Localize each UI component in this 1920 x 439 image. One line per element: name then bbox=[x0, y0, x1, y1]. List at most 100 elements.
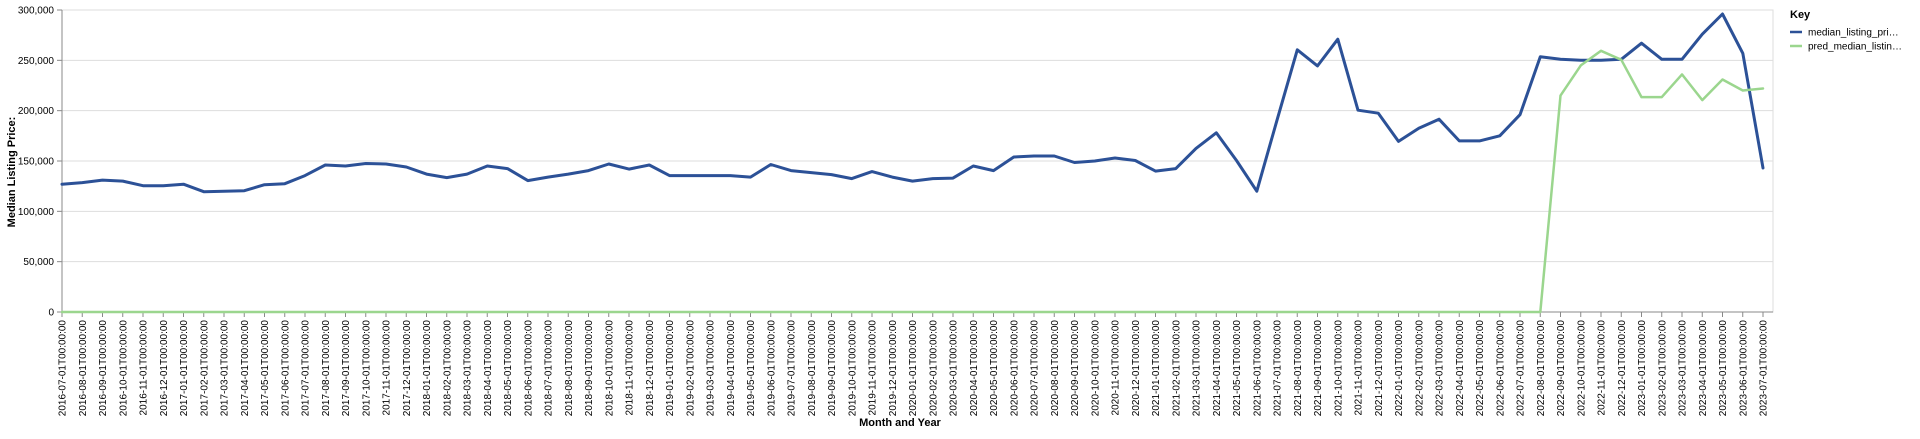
x-tick-label: 2020-02-01T00:00:00 bbox=[928, 320, 939, 417]
x-tick-label: 2018-08-01T00:00:00 bbox=[564, 320, 575, 417]
x-tick-label: 2018-05-01T00:00:00 bbox=[503, 320, 514, 417]
x-tick-label: 2016-07-01T00:00:00 bbox=[58, 320, 69, 417]
x-tick-label: 2020-01-01T00:00:00 bbox=[908, 320, 919, 417]
x-tick-label: 2022-08-01T00:00:00 bbox=[1536, 320, 1547, 417]
x-tick-label: 2018-06-01T00:00:00 bbox=[523, 320, 534, 417]
x-tick-label: 2023-01-01T00:00:00 bbox=[1637, 320, 1648, 417]
x-tick-label: 2023-07-01T00:00:00 bbox=[1759, 320, 1770, 417]
x-tick-label: 2017-10-01T00:00:00 bbox=[361, 320, 372, 417]
x-tick-label: 2022-07-01T00:00:00 bbox=[1516, 320, 1527, 417]
x-tick-label: 2020-03-01T00:00:00 bbox=[949, 320, 960, 417]
x-tick-label: 2020-06-01T00:00:00 bbox=[1009, 320, 1020, 417]
legend-items: median_listing_pri… pred_median_listin… bbox=[1790, 28, 1902, 53]
x-tick-label: 2021-02-01T00:00:00 bbox=[1171, 320, 1182, 417]
x-tick-label: 2022-05-01T00:00:00 bbox=[1475, 320, 1486, 417]
y-axis-title: Median Listing Price: bbox=[6, 117, 18, 228]
x-tick-label: 2018-12-01T00:00:00 bbox=[645, 320, 656, 417]
x-tick-label: 2020-12-01T00:00:00 bbox=[1131, 320, 1142, 417]
x-tick-label: 2020-07-01T00:00:00 bbox=[1030, 320, 1041, 417]
x-tick-label: 2022-01-01T00:00:00 bbox=[1394, 320, 1405, 417]
legend-label: median_listing_pri… bbox=[1808, 28, 1899, 39]
x-tick-label: 2019-09-01T00:00:00 bbox=[827, 320, 838, 417]
legend-title: Key bbox=[1790, 9, 1811, 21]
series-lines bbox=[62, 14, 1763, 312]
x-tick-label: 2017-09-01T00:00:00 bbox=[341, 320, 352, 417]
x-tick-label: 2017-03-01T00:00:00 bbox=[220, 320, 231, 417]
y-tick-label: 250,000 bbox=[18, 56, 55, 67]
x-tick-label: 2019-01-01T00:00:00 bbox=[665, 320, 676, 417]
x-tick-label: 2016-08-01T00:00:00 bbox=[78, 320, 89, 417]
y-tick-label: 150,000 bbox=[18, 157, 55, 168]
x-tick-label: 2019-10-01T00:00:00 bbox=[847, 320, 858, 417]
x-tick-label: 2018-07-01T00:00:00 bbox=[544, 320, 555, 417]
x-tick-label: 2022-12-01T00:00:00 bbox=[1617, 320, 1628, 417]
x-tick-label: 2023-02-01T00:00:00 bbox=[1657, 320, 1668, 417]
x-tick-label: 2021-09-01T00:00:00 bbox=[1313, 320, 1324, 417]
x-tick-label: 2019-06-01T00:00:00 bbox=[766, 320, 777, 417]
x-tick-label: 2017-08-01T00:00:00 bbox=[321, 320, 332, 417]
x-tick-label: 2020-04-01T00:00:00 bbox=[969, 320, 980, 417]
x-tick-label: 2019-02-01T00:00:00 bbox=[685, 320, 696, 417]
x-tick-label: 2017-05-01T00:00:00 bbox=[260, 320, 271, 417]
x-tick-label: 2022-04-01T00:00:00 bbox=[1455, 320, 1466, 417]
x-tick-label: 2019-04-01T00:00:00 bbox=[726, 320, 737, 417]
x-tick-label: 2022-03-01T00:00:00 bbox=[1435, 320, 1446, 417]
x-tick-label: 2023-05-01T00:00:00 bbox=[1718, 320, 1729, 417]
x-tick-label: 2020-11-01T00:00:00 bbox=[1111, 320, 1122, 416]
x-tick-label: 2019-08-01T00:00:00 bbox=[807, 320, 818, 417]
x-tick-label: 2019-03-01T00:00:00 bbox=[706, 320, 717, 417]
x-tick-label: 2019-11-01T00:00:00 bbox=[868, 320, 879, 416]
x-tick-label: 2021-05-01T00:00:00 bbox=[1232, 320, 1243, 417]
x-tick-label: 2017-02-01T00:00:00 bbox=[199, 320, 210, 417]
x-tick-label: 2019-07-01T00:00:00 bbox=[787, 320, 798, 417]
x-tick-label: 2017-01-01T00:00:00 bbox=[179, 320, 190, 417]
x-tick-label: 2021-10-01T00:00:00 bbox=[1333, 320, 1344, 417]
x-tick-label: 2021-11-01T00:00:00 bbox=[1354, 320, 1365, 416]
x-tick-label: 2021-01-01T00:00:00 bbox=[1151, 320, 1162, 417]
x-tick-label: 2020-05-01T00:00:00 bbox=[989, 320, 1000, 417]
x-tick-label: 2018-10-01T00:00:00 bbox=[604, 320, 615, 417]
x-tick-label: 2021-04-01T00:00:00 bbox=[1212, 320, 1223, 417]
x-tick-label: 2020-08-01T00:00:00 bbox=[1050, 320, 1061, 417]
x-tick-label: 2021-06-01T00:00:00 bbox=[1252, 320, 1263, 417]
x-tick-label: 2016-12-01T00:00:00 bbox=[159, 320, 170, 417]
x-tick-label: 2022-06-01T00:00:00 bbox=[1495, 320, 1506, 417]
x-tick-label: 2023-04-01T00:00:00 bbox=[1698, 320, 1709, 417]
x-tick-label: 2019-12-01T00:00:00 bbox=[888, 320, 899, 417]
legend-label: pred_median_listin… bbox=[1808, 42, 1902, 53]
x-tick-label: 2018-01-01T00:00:00 bbox=[422, 320, 433, 417]
x-tick-label: 2022-10-01T00:00:00 bbox=[1576, 320, 1587, 417]
x-tick-label: 2020-09-01T00:00:00 bbox=[1070, 320, 1081, 417]
x-tick-label: 2017-04-01T00:00:00 bbox=[240, 320, 251, 417]
x-tick-label: 2022-11-01T00:00:00 bbox=[1597, 320, 1608, 416]
x-tick-label: 2016-11-01T00:00:00 bbox=[139, 320, 150, 416]
y-tick-label: 100,000 bbox=[18, 207, 55, 218]
x-tick-label: 2021-08-01T00:00:00 bbox=[1293, 320, 1304, 417]
x-tick-label: 2020-10-01T00:00:00 bbox=[1090, 320, 1101, 417]
x-tick-label: 2023-06-01T00:00:00 bbox=[1738, 320, 1749, 417]
legend: Key median_listing_pri… pred_median_listi… bbox=[1790, 9, 1902, 53]
y-tick-label: 300,000 bbox=[18, 6, 55, 17]
x-tick-label: 2017-11-01T00:00:00 bbox=[382, 320, 393, 416]
x-tick-label: 2017-06-01T00:00:00 bbox=[280, 320, 291, 417]
y-tick-label: 200,000 bbox=[18, 106, 55, 117]
y-tick-label: 50,000 bbox=[23, 257, 54, 268]
x-tick-label: 2018-02-01T00:00:00 bbox=[442, 320, 453, 417]
x-tick-label: 2018-09-01T00:00:00 bbox=[584, 320, 595, 417]
x-tick-label: 2019-05-01T00:00:00 bbox=[746, 320, 757, 417]
x-tick-label: 2017-12-01T00:00:00 bbox=[402, 320, 413, 417]
x-tick-label: 2022-02-01T00:00:00 bbox=[1414, 320, 1425, 417]
x-tick-label: 2021-12-01T00:00:00 bbox=[1374, 320, 1385, 417]
x-tick-label: 2021-07-01T00:00:00 bbox=[1273, 320, 1284, 417]
x-axis-title: Month and Year bbox=[859, 417, 941, 429]
x-tick-label: 2018-03-01T00:00:00 bbox=[463, 320, 474, 417]
x-tick-label: 2018-11-01T00:00:00 bbox=[625, 320, 636, 416]
x-tick-label: 2016-09-01T00:00:00 bbox=[98, 320, 109, 417]
x-tick-label: 2018-04-01T00:00:00 bbox=[483, 320, 494, 417]
x-tick-label: 2022-09-01T00:00:00 bbox=[1556, 320, 1567, 417]
x-tick-label: 2016-10-01T00:00:00 bbox=[118, 320, 129, 417]
x-tick-label: 2017-07-01T00:00:00 bbox=[301, 320, 312, 417]
series-line-1 bbox=[62, 14, 1763, 192]
